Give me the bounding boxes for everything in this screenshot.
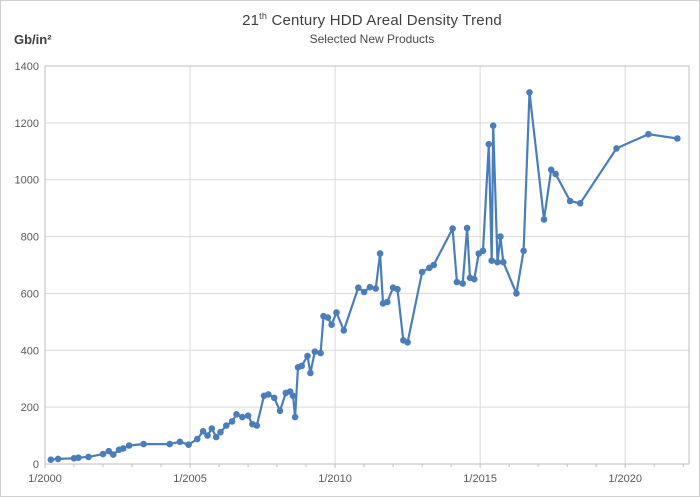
- data-point-marker: [47, 456, 55, 464]
- data-point-marker: [298, 362, 306, 370]
- data-point-marker: [223, 422, 230, 429]
- data-point-marker: [547, 166, 555, 174]
- data-point-marker: [494, 258, 501, 266]
- data-point-marker: [311, 348, 319, 356]
- y-axis-tick-label: 600: [21, 288, 39, 300]
- data-point-marker: [430, 261, 438, 269]
- data-point-marker: [307, 369, 314, 377]
- data-point-marker: [120, 445, 127, 452]
- chart-subtitle: Selected New Products: [309, 32, 435, 46]
- data-point-marker: [75, 454, 82, 462]
- data-point-marker: [99, 450, 107, 458]
- data-point-marker: [328, 321, 335, 329]
- data-point-marker: [194, 435, 201, 443]
- data-point-marker: [276, 407, 284, 415]
- data-point-marker: [372, 285, 380, 292]
- y-axis-tick-label: 400: [21, 345, 39, 357]
- data-point-marker: [244, 412, 252, 420]
- x-axis-tick-label: 1/2005: [173, 473, 207, 485]
- data-point-marker: [304, 352, 311, 360]
- data-point-marker: [253, 422, 261, 429]
- data-point-marker: [520, 247, 527, 255]
- data-point-marker: [485, 140, 493, 148]
- data-point-marker: [212, 433, 220, 441]
- data-point-marker: [270, 394, 278, 402]
- data-point-marker: [54, 455, 62, 463]
- data-point-marker: [376, 250, 384, 257]
- data-point-marker: [85, 453, 92, 461]
- data-point-marker: [125, 442, 133, 449]
- data-point-marker: [166, 440, 173, 448]
- data-point-marker: [340, 327, 348, 334]
- data-point-marker: [185, 441, 192, 449]
- data-point-marker: [289, 392, 297, 400]
- data-point-marker: [384, 298, 391, 306]
- chart-title-text: Century HDD Areal Density Trend: [267, 12, 502, 29]
- data-point-marker: [513, 290, 520, 297]
- data-point-marker: [140, 440, 147, 448]
- data-point-marker: [645, 130, 652, 138]
- x-axis-tick-label: 1/2000: [28, 473, 62, 485]
- x-axis-tick-label: 1/2010: [318, 473, 352, 485]
- data-point-marker: [488, 257, 496, 265]
- data-point-marker: [489, 122, 497, 129]
- data-point-marker: [576, 200, 584, 207]
- data-point-marker: [208, 425, 216, 432]
- data-point-marker: [552, 170, 559, 178]
- data-point-marker: [333, 309, 340, 316]
- data-point-marker: [217, 428, 224, 436]
- data-point-marker: [394, 285, 401, 293]
- data-point-marker: [239, 413, 246, 421]
- data-point-marker: [449, 225, 456, 232]
- chart-title-superscript: th: [259, 11, 268, 21]
- data-point-marker: [360, 288, 368, 296]
- data-point-marker: [233, 411, 240, 418]
- data-point-marker: [500, 258, 507, 266]
- data-point-marker: [366, 283, 374, 291]
- data-point-marker: [176, 438, 184, 446]
- data-point-marker: [540, 216, 548, 223]
- data-point-marker: [479, 247, 487, 255]
- chart-title-number: 21: [242, 12, 260, 29]
- data-point-marker: [324, 314, 332, 321]
- data-point-marker: [453, 278, 461, 286]
- x-axis-tick-label: 1/2020: [608, 473, 642, 485]
- data-point-marker: [291, 413, 299, 421]
- data-line: [49, 91, 679, 461]
- x-axis-tick-label: 1/2015: [463, 473, 497, 485]
- data-point-marker: [199, 428, 207, 435]
- data-point-marker: [109, 451, 117, 458]
- data-point-marker: [471, 275, 478, 283]
- data-point-marker: [566, 197, 574, 205]
- y-axis-tick-label: 200: [21, 402, 39, 414]
- y-axis-tick-label: 1400: [15, 61, 39, 73]
- y-axis-tick-label: 0: [33, 459, 39, 471]
- data-point-marker: [355, 284, 362, 292]
- y-axis-unit-label: Gb/in²: [14, 32, 52, 47]
- chart-title: 21th Century HDD Areal Density Trend: [45, 11, 699, 29]
- data-point-marker: [497, 233, 504, 240]
- data-point-marker: [459, 280, 467, 287]
- y-axis-tick-label: 800: [21, 232, 39, 244]
- data-point-marker: [317, 349, 324, 357]
- data-point-marker: [404, 339, 411, 346]
- data-point-marker: [463, 224, 471, 232]
- data-point-marker: [674, 135, 681, 142]
- data-point-marker: [526, 89, 533, 96]
- plot-area-border: [44, 65, 690, 465]
- y-axis-tick-label: 1000: [15, 175, 39, 187]
- data-point-marker: [204, 432, 211, 439]
- chart-header: 21th Century HDD Areal Density Trend Sel…: [45, 11, 699, 46]
- data-point-marker: [418, 268, 426, 276]
- data-point-marker: [265, 391, 272, 398]
- data-point-marker: [228, 418, 236, 425]
- y-axis-tick-label: 1200: [15, 118, 39, 130]
- data-point-marker: [613, 145, 620, 152]
